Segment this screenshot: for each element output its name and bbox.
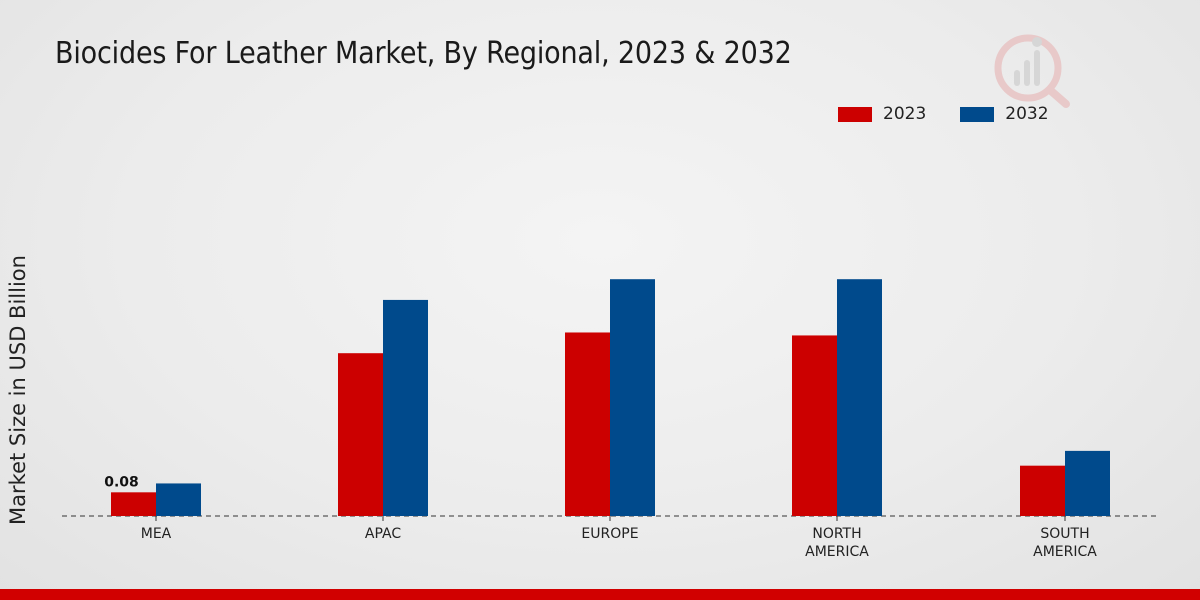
bar-2023-south-america (1020, 465, 1065, 516)
x-tick-label-south-america: SOUTH AMERICA (1033, 526, 1097, 560)
bar-2032-south-america (1065, 450, 1110, 516)
x-tick-label-line: NORTH (812, 526, 861, 542)
x-tick-label-europe: EUROPE (581, 526, 638, 542)
x-tick-label-line: AMERICA (805, 544, 869, 560)
bar-2032-north-america (837, 279, 882, 516)
legend-label-2032: 2032 (1005, 104, 1049, 124)
x-tick-label-line: MEA (141, 526, 172, 542)
legend-label-2023: 2023 (883, 104, 927, 124)
legend-item-2023: 2023 (838, 104, 926, 124)
x-tick-label-apac: APAC (365, 526, 401, 542)
x-tick-label-mea: MEA (141, 526, 172, 542)
x-tick-label-line: SOUTH (1040, 526, 1089, 542)
x-tick-label-line: APAC (365, 526, 401, 542)
footer-accent-bar (0, 589, 1200, 600)
bar-2032-mea (156, 483, 201, 516)
legend-swatch-2023 (838, 106, 872, 122)
x-tick-label-north-america: NORTH AMERICA (805, 526, 869, 560)
data-label-2023-mea: 0.08 (104, 474, 139, 490)
legend-item-2032: 2032 (960, 104, 1049, 124)
chart-legend: 2023 2032 (838, 104, 1083, 124)
bar-2023-apac (338, 353, 383, 516)
bar-2023-north-america (792, 335, 837, 516)
x-tick-label-line: AMERICA (1033, 544, 1097, 560)
chart-title: Biocides For Leather Market, By Regional… (55, 36, 792, 71)
bar-2032-europe (610, 279, 655, 516)
legend-swatch-2032 (960, 106, 995, 122)
bar-2023-mea (111, 492, 156, 516)
bar-2023-europe (565, 332, 610, 516)
x-tick-label-line: EUROPE (581, 526, 638, 542)
brand-logo-icon (994, 34, 1070, 108)
bar-2032-apac (383, 299, 428, 516)
